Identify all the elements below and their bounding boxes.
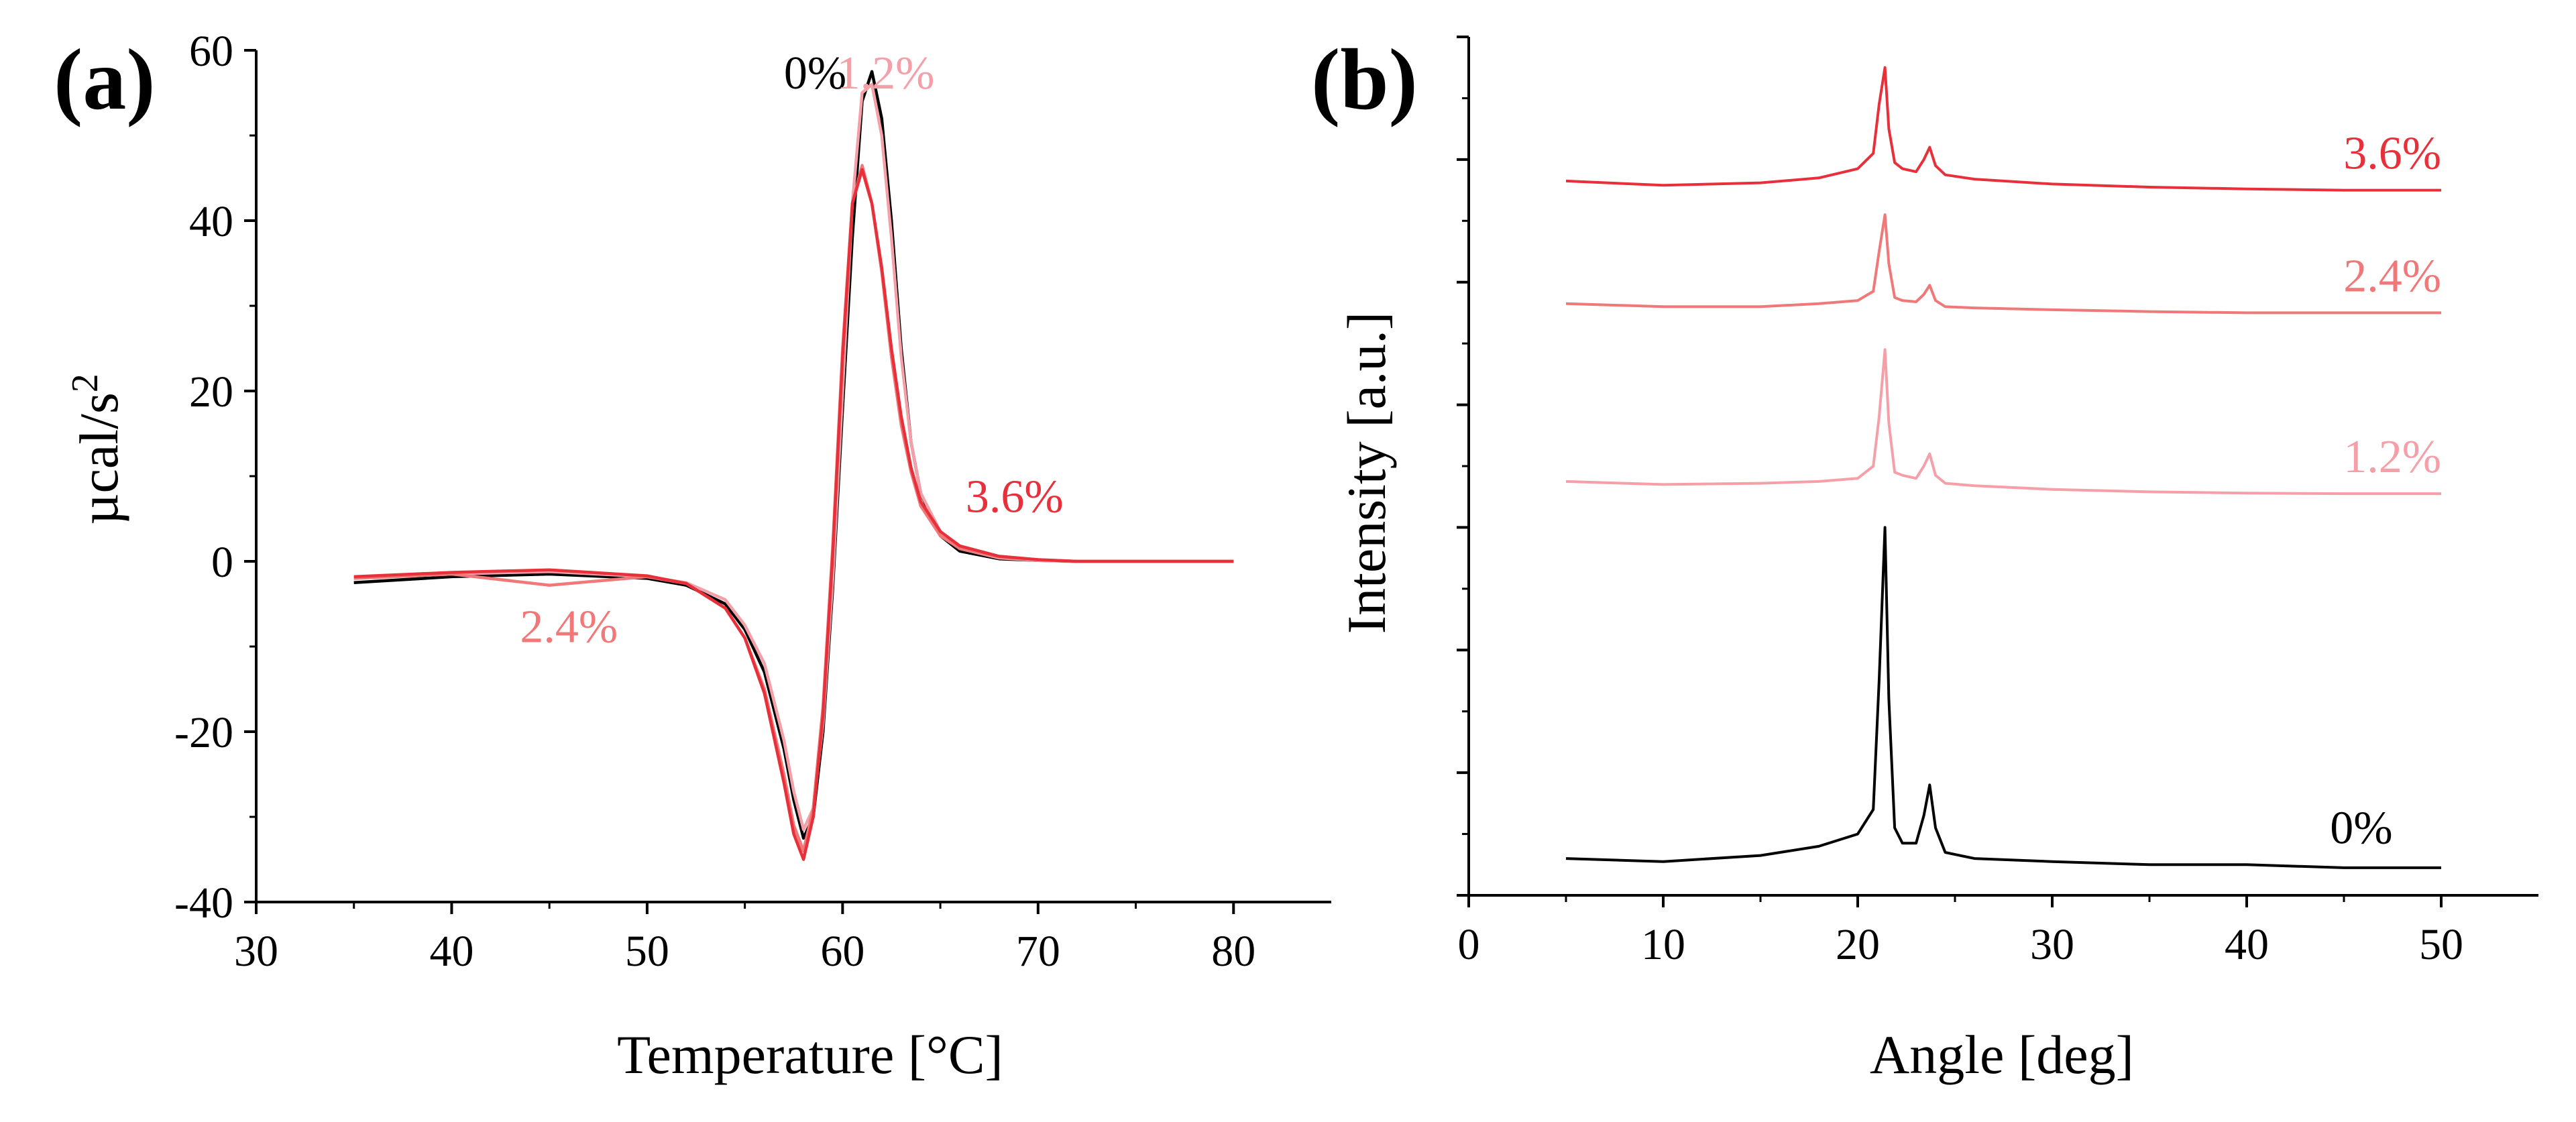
xrd-series-line-2-4pct <box>1565 213 2441 315</box>
dsc-x-tick-label: 40 <box>429 927 473 976</box>
dsc-y-tick-label: 20 <box>189 368 233 416</box>
xrd-series-group <box>1565 66 2441 869</box>
dsc-series-label-0pct: 0% <box>784 48 846 99</box>
xrd-x-tick-label: 30 <box>2030 920 2074 969</box>
xrd-x-tick-label: 0 <box>1458 920 1480 969</box>
panel-label-a: (a) <box>54 32 156 128</box>
dsc-x-tick-label: 70 <box>1016 927 1060 976</box>
dsc-series-label-2-4pct: 2.4% <box>520 602 618 653</box>
dsc-y-tick-label: -40 <box>174 879 233 928</box>
xrd-x-tick-label: 10 <box>1641 920 1685 969</box>
xrd-annotations: 3.6% 2.4% 1.2% 0% <box>2330 128 2441 854</box>
dsc-series-line-1-2pct <box>353 82 1234 832</box>
dsc-x-tick-label: 80 <box>1211 927 1255 976</box>
xrd-series-line-0pct <box>1565 526 2441 869</box>
dsc-y-tick-label: 0 <box>211 538 233 587</box>
dsc-x-tick-label: 60 <box>820 927 864 976</box>
xrd-series-label-1-2pct: 1.2% <box>2343 431 2441 483</box>
dsc-y-axis-title: µcal/s2 <box>64 374 129 525</box>
xrd-x-tick-label: 20 <box>1836 920 1880 969</box>
dsc-series-line-0pct <box>353 70 1078 840</box>
panel-label-b: (b) <box>1311 32 1418 128</box>
xrd-axes: 0 10 20 30 40 50 <box>1457 36 2538 969</box>
xrd-y-axis-title: Intensity [a.u.] <box>1336 312 1397 634</box>
dsc-x-axis-title: Temperature [°C] <box>617 1024 1003 1085</box>
dsc-y-tick-label: 60 <box>189 27 233 76</box>
xrd-series-line-1-2pct <box>1565 348 2441 496</box>
xrd-x-tick-label: 40 <box>2225 920 2269 969</box>
xrd-series-label-0pct: 0% <box>2330 802 2392 854</box>
dsc-series-group <box>353 70 1234 861</box>
dsc-series-line-2-4pct <box>353 164 1234 853</box>
dsc-y-tick-label: 40 <box>189 197 233 246</box>
xrd-series-label-3-6pct: 3.6% <box>2343 128 2441 180</box>
dsc-y-tick-label: -20 <box>174 708 233 757</box>
dsc-x-tick-label: 50 <box>625 927 669 976</box>
dsc-axes: 30 40 50 60 70 80 -40 -20 0 20 40 60 <box>174 27 1331 976</box>
dsc-series-label-3-6pct: 3.6% <box>966 471 1064 522</box>
dsc-x-tick-label: 30 <box>234 927 278 976</box>
xrd-series-label-2-4pct: 2.4% <box>2343 250 2441 302</box>
dsc-series-line-3-6pct <box>353 168 1234 861</box>
dsc-y-axis-title-sup: 2 <box>64 374 106 392</box>
dsc-chart-panel: (a) 30 40 50 60 70 80 -40 -20 0 20 40 60 0%1.2% 3.6%… <box>54 27 1331 1085</box>
dsc-annotations: 0%1.2% 3.6% 2.4% <box>520 48 1063 653</box>
xrd-chart-panel: (b) 0 10 20 30 40 50 3.6% 2.4% 1.2% 0% Angle [de… <box>1311 32 2538 1085</box>
dsc-y-axis-title-main: µcal/s <box>68 392 129 525</box>
xrd-x-axis-title: Angle [deg] <box>1870 1024 2134 1085</box>
dsc-series-label-1-2pct: 1.2% <box>837 48 935 99</box>
xrd-x-tick-label: 50 <box>2419 920 2463 969</box>
xrd-series-line-3-6pct <box>1565 66 2441 192</box>
